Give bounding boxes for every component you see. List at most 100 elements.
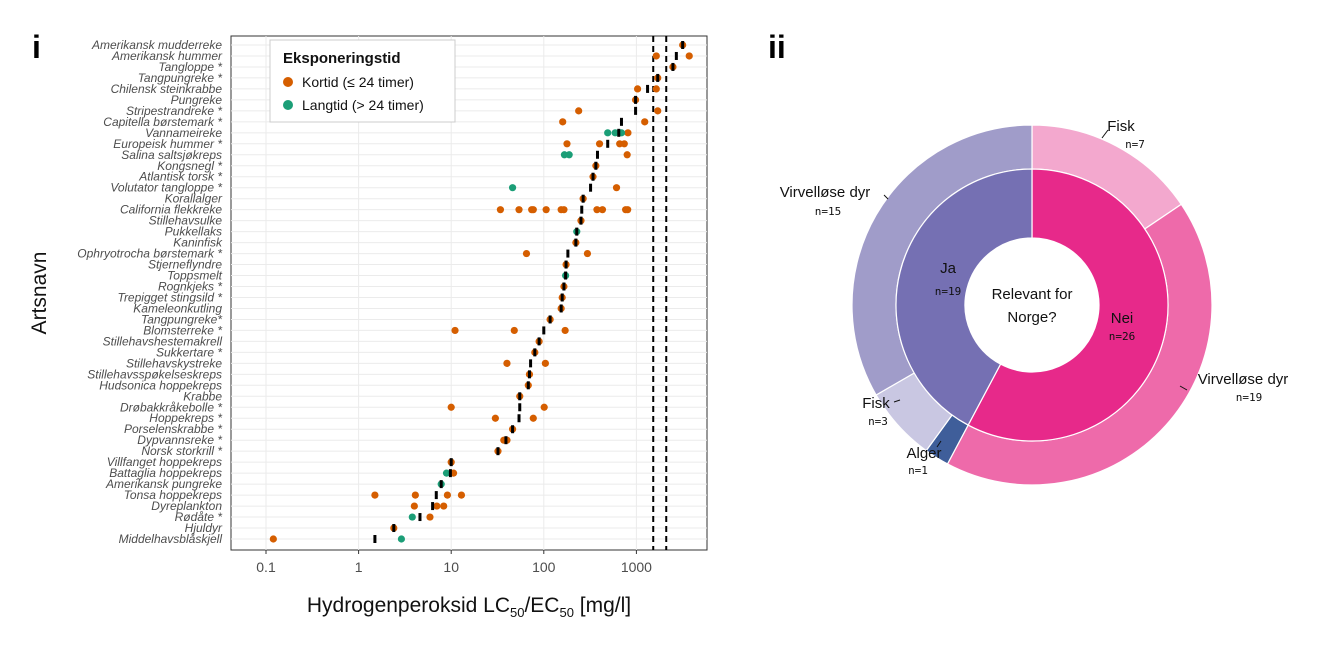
- center-label: Relevant for: [992, 286, 1073, 303]
- point-kortid: [529, 414, 537, 422]
- point-kortid: [542, 206, 550, 214]
- point-kortid: [623, 151, 631, 159]
- median-marker: [542, 326, 546, 335]
- median-marker: [559, 304, 563, 313]
- median-marker: [589, 183, 593, 192]
- median-marker: [517, 414, 521, 423]
- outer-count: n=15: [815, 205, 842, 218]
- point-kortid: [529, 206, 537, 214]
- legend-marker-kortid: [283, 77, 293, 87]
- median-marker: [566, 249, 570, 258]
- species-label: Kameleonkutling: [133, 301, 222, 315]
- outer-label: Fisk: [862, 395, 890, 412]
- outer-count: n=7: [1125, 138, 1145, 151]
- species-label: Rognkjeks *: [158, 280, 222, 294]
- species-label: Hjuldyr: [185, 521, 223, 535]
- median-marker: [656, 73, 660, 82]
- species-label: Tangloppe *: [158, 60, 222, 74]
- x-tick-labels: 0.1 1 10 100 1000: [256, 559, 652, 575]
- median-marker: [504, 436, 508, 445]
- legend-title: Eksponeringstid: [283, 50, 401, 67]
- species-label: Tangpungreke *: [138, 71, 223, 85]
- point-kortid: [269, 535, 277, 543]
- median-marker: [606, 139, 610, 148]
- point-kortid: [559, 118, 567, 126]
- median-marker: [575, 227, 579, 236]
- median-marker: [591, 172, 595, 181]
- median-marker: [671, 62, 675, 71]
- species-label: Battaglia hoppekreps: [109, 466, 222, 480]
- label-part: Hydrogenperoksid LC: [307, 594, 510, 617]
- median-marker: [617, 128, 621, 137]
- outer-label: Fisk: [1107, 118, 1135, 135]
- species-label: Stillehavsspøkelseskreps: [87, 367, 222, 381]
- label-leader-line: [1101, 129, 1109, 139]
- point-kortid: [652, 52, 660, 60]
- point-kortid: [447, 403, 455, 411]
- species-label: Blomsterreke *: [143, 323, 222, 337]
- inner-label-nei: Nei: [1111, 310, 1134, 327]
- median-marker: [595, 150, 599, 159]
- label-part: /EC: [524, 594, 559, 617]
- point-kortid: [652, 85, 660, 93]
- point-kortid: [522, 249, 531, 258]
- median-marker: [418, 513, 422, 522]
- point-langtid: [604, 129, 612, 137]
- label-part: [mg/l]: [574, 594, 631, 617]
- species-label: Kongsnegl *: [157, 159, 222, 173]
- outer-count: n=3: [868, 415, 888, 428]
- point-kortid: [583, 249, 592, 258]
- median-marker: [518, 403, 522, 412]
- point-kortid: [563, 140, 571, 148]
- species-label: Amerikansk pungreke: [105, 477, 222, 491]
- median-marker: [681, 41, 685, 49]
- species-label: Villfanget hoppekreps: [107, 455, 222, 469]
- median-marker: [634, 106, 638, 115]
- outer-label: Alger: [906, 445, 941, 462]
- species-label: Amerikansk hummer: [111, 49, 223, 63]
- point-kortid: [515, 206, 523, 214]
- median-marker: [548, 315, 552, 324]
- x-tick-label: 10: [443, 559, 459, 575]
- median-marker: [511, 425, 515, 434]
- point-kortid: [624, 206, 632, 214]
- median-marker: [527, 370, 531, 379]
- median-marker: [579, 216, 583, 225]
- species-label: California flekkreke: [120, 203, 222, 217]
- median-marker: [574, 238, 578, 247]
- subscript: 50: [510, 605, 524, 620]
- median-marker: [533, 348, 537, 357]
- x-axis-title: Hydrogenperoksid LC50/EC50 [mg/l]: [307, 594, 631, 620]
- species-label: Salina saltsjøkreps: [121, 148, 222, 162]
- species-label: Stillehavskystreke: [126, 356, 222, 370]
- legend-label-kortid: Kortid (≤ 24 timer): [302, 74, 414, 90]
- species-label: Pukkellaks: [165, 225, 222, 239]
- x-tick-label: 1000: [621, 559, 652, 575]
- median-marker: [562, 282, 566, 291]
- median-marker: [634, 95, 638, 104]
- median-marker: [560, 293, 564, 302]
- inner-segment-ja: [895, 168, 1033, 426]
- point-kortid: [620, 140, 628, 148]
- species-label: Norsk storkrill *: [141, 444, 222, 458]
- point-kortid: [371, 491, 379, 499]
- point-langtid: [397, 535, 406, 543]
- point-kortid: [633, 85, 642, 93]
- median-marker: [581, 194, 585, 203]
- species-label: Kaninfisk: [173, 236, 223, 250]
- median-marker: [526, 381, 530, 390]
- point-kortid: [410, 502, 418, 510]
- point-kortid: [560, 206, 568, 214]
- median-marker: [448, 469, 452, 478]
- point-kortid: [433, 502, 441, 510]
- point-kortid: [491, 414, 499, 422]
- panel-label-ii: ii: [768, 29, 786, 65]
- point-kortid: [451, 326, 459, 335]
- median-marker: [518, 392, 522, 401]
- point-kortid: [654, 107, 662, 115]
- species-label: Vannameireke: [145, 126, 222, 140]
- median-marker: [594, 161, 598, 170]
- point-kortid: [561, 326, 569, 335]
